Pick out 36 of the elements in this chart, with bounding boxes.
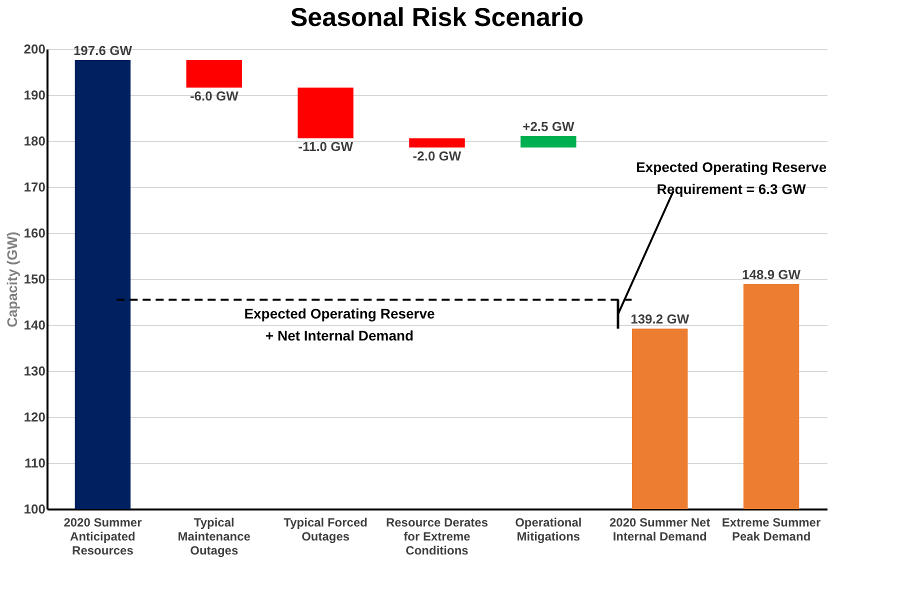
bar	[632, 328, 688, 509]
bar	[409, 138, 465, 148]
bar	[298, 88, 354, 138]
data-label: -11.0 GW	[298, 139, 354, 154]
y-tick-label: 120	[24, 410, 46, 424]
data-label: 148.9 GW	[742, 267, 802, 282]
y-tick-label: 160	[24, 226, 46, 240]
bar	[74, 60, 131, 509]
y-axis-title: Capacity (GW)	[4, 232, 20, 328]
x-tick-label: Typical Forced Outages	[284, 516, 368, 544]
data-label: +2.5 GW	[522, 118, 575, 134]
x-tick-label: Resource Derates for Extreme Conditions	[386, 516, 488, 558]
chart-title: Seasonal Risk Scenario	[290, 2, 584, 32]
data-label: 139.2 GW	[630, 312, 690, 327]
y-tick-label: 100	[24, 502, 46, 516]
data-label: -6.0 GW	[190, 88, 240, 104]
ref-line-label: Expected Operating Reserve + Net Internal Demand	[244, 306, 436, 344]
y-tick-label: 190	[24, 88, 46, 102]
x-tick-label: Extreme Summer Peak Demand	[722, 516, 821, 544]
bar	[743, 284, 800, 509]
y-tick-label: 130	[24, 364, 46, 378]
y-tick-label: 180	[24, 134, 46, 148]
y-tick-label: 200	[24, 42, 46, 56]
y-tick-label: 170	[24, 180, 46, 194]
y-tick-label: 140	[24, 318, 46, 332]
y-tick-label: 110	[24, 456, 46, 470]
x-tick-label: 2020 Summer Net Internal Demand	[610, 516, 710, 544]
annotation: Expected Operating Reserve Requirement = 6.3 GW	[636, 159, 827, 197]
bar	[520, 136, 576, 148]
bar	[186, 60, 242, 88]
x-tick-label: Operational Mitigations	[515, 516, 582, 544]
y-tick-label: 150	[24, 272, 46, 286]
x-tick-label: Typical Maintenance Outages	[178, 516, 251, 558]
data-label: 197.6 GW	[73, 43, 133, 58]
data-label: -2.0 GW	[412, 148, 462, 164]
x-tick-label: 2020 Summer Anticipated Resources	[64, 516, 142, 558]
